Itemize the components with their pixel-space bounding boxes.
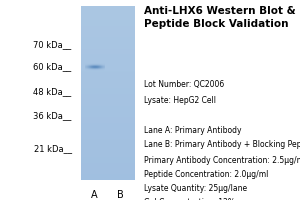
- Text: Lot Number: QC2006: Lot Number: QC2006: [144, 80, 224, 89]
- Text: 36 kDa__: 36 kDa__: [33, 111, 72, 120]
- Text: B: B: [116, 190, 123, 200]
- Text: 60 kDa__: 60 kDa__: [33, 62, 72, 71]
- Text: Peptide Concentration: 2.0μg/ml: Peptide Concentration: 2.0μg/ml: [144, 170, 268, 179]
- Text: Gel Concentration: 12%: Gel Concentration: 12%: [144, 198, 235, 200]
- Text: Lane B: Primary Antibody + Blocking Peptide: Lane B: Primary Antibody + Blocking Pept…: [144, 140, 300, 149]
- Text: 48 kDa__: 48 kDa__: [33, 87, 72, 96]
- Text: 70 kDa__: 70 kDa__: [33, 40, 72, 49]
- Text: Lysate Quantity: 25μg/lane: Lysate Quantity: 25μg/lane: [144, 184, 247, 193]
- Text: Anti-LHX6 Western Blot &
Peptide Block Validation: Anti-LHX6 Western Blot & Peptide Block V…: [144, 6, 296, 29]
- Text: 21 kDa__: 21 kDa__: [34, 144, 72, 153]
- Text: Lane A: Primary Antibody: Lane A: Primary Antibody: [144, 126, 242, 135]
- Text: Lysate: HepG2 Cell: Lysate: HepG2 Cell: [144, 96, 216, 105]
- Text: A: A: [91, 190, 98, 200]
- Text: Primary Antibody Concentration: 2.5μg/ml: Primary Antibody Concentration: 2.5μg/ml: [144, 156, 300, 165]
